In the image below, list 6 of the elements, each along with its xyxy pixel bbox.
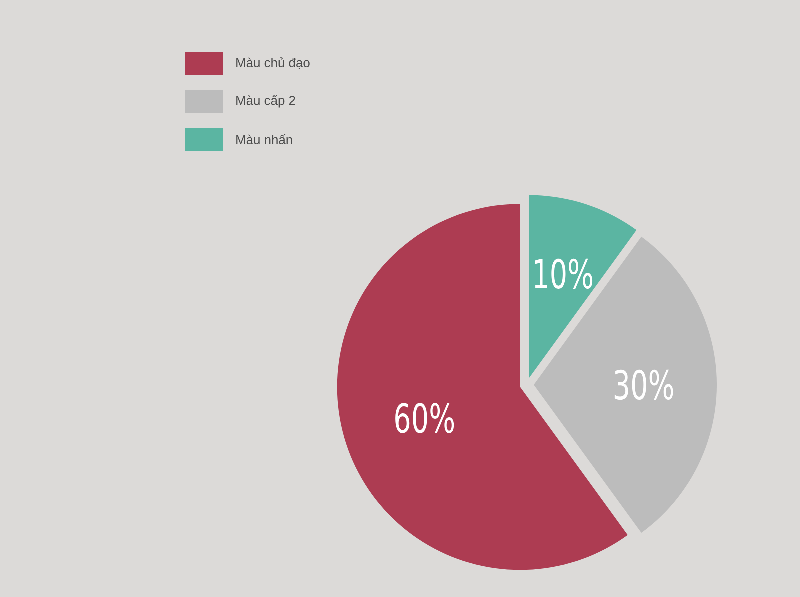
legend-label: Màu cấp 2 [236, 95, 296, 108]
legend-label: Màu nhấn [236, 134, 292, 145]
data-label: 30% [614, 370, 674, 400]
data-label: 10% [535, 258, 593, 289]
data-label: 60% [396, 403, 454, 434]
legend-label: Màu chủ đạo [236, 58, 310, 70]
